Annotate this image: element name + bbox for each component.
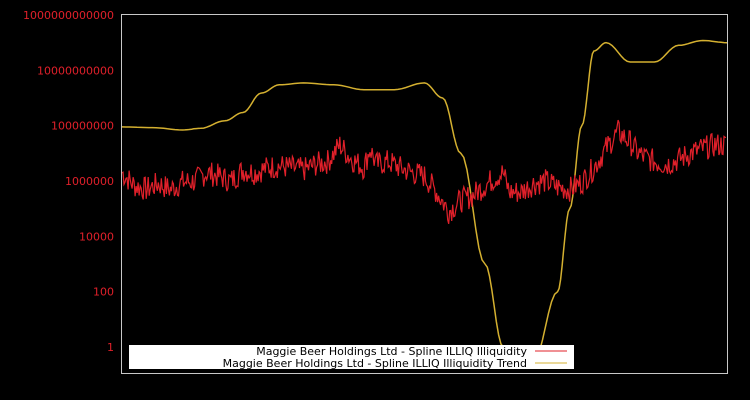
legend-label-illiquidity: Maggie Beer Holdings Ltd - Spline ILLIQ …: [256, 345, 527, 358]
y-tick-label: 100000000: [51, 120, 114, 133]
illiquidity-series-line: [121, 119, 727, 224]
y-axis-ticks: 1000000000000 10000000000 100000000 1000000…: [23, 9, 114, 354]
trend-series-line: [121, 39, 728, 363]
y-tick-label: 1000000000000: [23, 9, 114, 22]
legend: Maggie Beer Holdings Ltd - Spline ILLIQ …: [129, 345, 574, 370]
y-tick-label: 10000: [79, 230, 114, 243]
y-tick-label: 1000000: [65, 175, 114, 188]
y-tick-label: 10000000000: [37, 64, 114, 77]
y-tick-label: 1: [107, 341, 114, 354]
legend-box: [129, 345, 574, 369]
legend-label-trend: Maggie Beer Holdings Ltd - Spline ILLIQ …: [223, 357, 527, 370]
y-tick-label: 100: [93, 286, 114, 299]
plot-area: [121, 39, 728, 363]
plot-frame: [121, 14, 728, 374]
